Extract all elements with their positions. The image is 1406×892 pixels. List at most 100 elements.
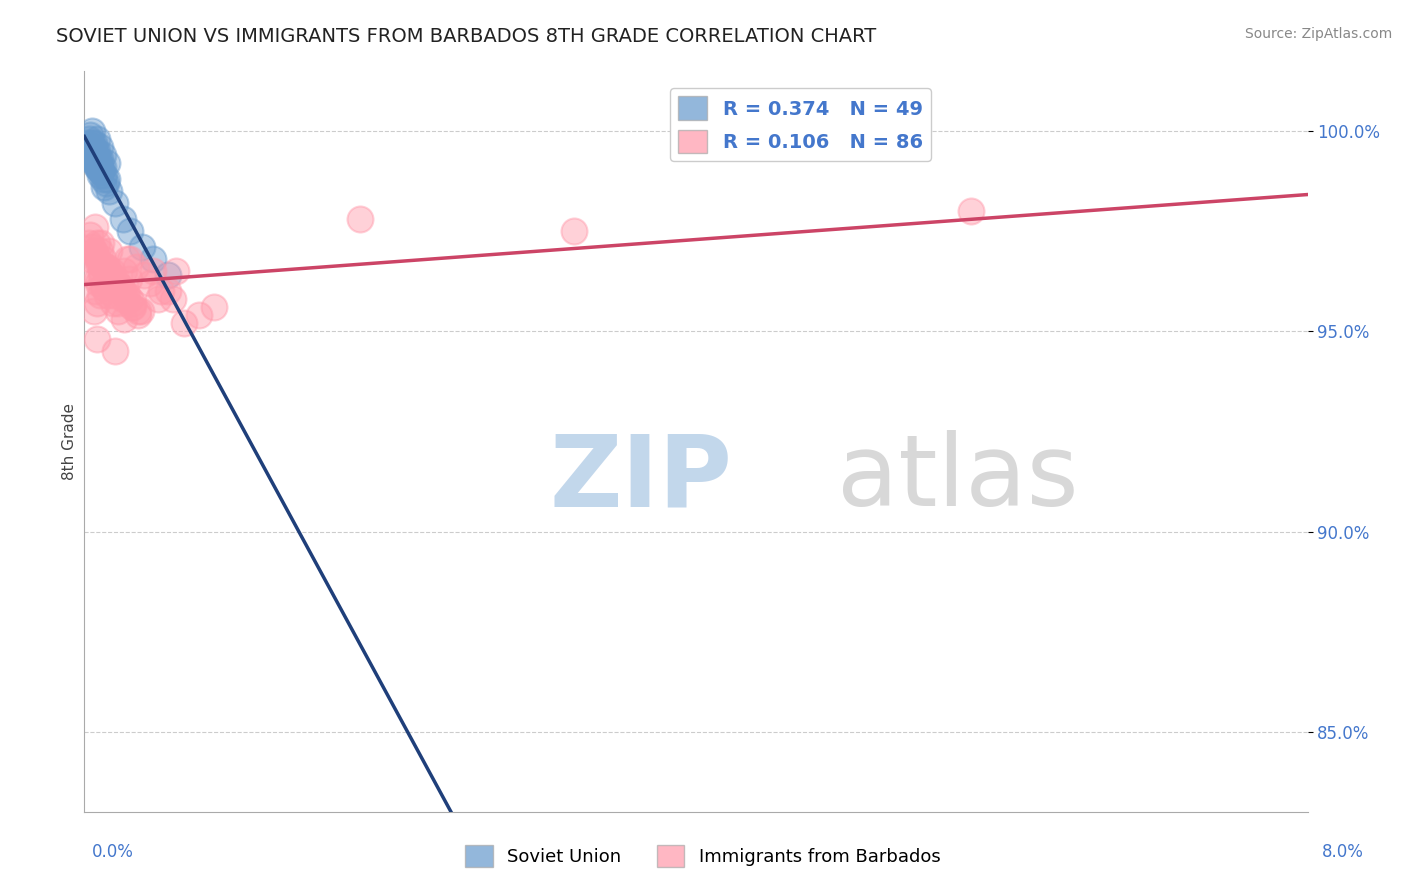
- Point: [165, 264, 187, 278]
- Point: [86, 272, 108, 286]
- Point: [101, 264, 124, 278]
- Point: [83, 153, 105, 167]
- Point: [114, 293, 136, 307]
- Legend: R = 0.374   N = 49, R = 0.106   N = 86: R = 0.374 N = 49, R = 0.106 N = 86: [671, 88, 931, 161]
- Point: [86, 333, 108, 347]
- Point: [80, 264, 103, 278]
- Point: [90, 164, 112, 178]
- Point: [83, 153, 105, 167]
- Point: [79, 252, 101, 267]
- Point: [84, 285, 107, 299]
- Point: [86, 236, 108, 251]
- Point: [84, 156, 107, 170]
- Point: [115, 288, 138, 302]
- Point: [121, 301, 143, 315]
- Text: 0.0%: 0.0%: [91, 843, 134, 861]
- Text: SOVIET UNION VS IMMIGRANTS FROM BARBADOS 8TH GRADE CORRELATION CHART: SOVIET UNION VS IMMIGRANTS FROM BARBADOS…: [56, 27, 876, 45]
- Point: [173, 317, 195, 331]
- Point: [90, 264, 112, 278]
- Point: [89, 153, 111, 167]
- Point: [125, 260, 148, 275]
- Y-axis label: 8th Grade: 8th Grade: [62, 403, 77, 480]
- Point: [79, 228, 101, 243]
- Text: atlas: atlas: [837, 430, 1078, 527]
- Point: [96, 260, 118, 275]
- Point: [80, 136, 103, 151]
- Point: [94, 272, 117, 286]
- Point: [80, 124, 103, 138]
- Point: [86, 145, 108, 159]
- Point: [107, 280, 129, 294]
- Point: [157, 285, 180, 299]
- Point: [97, 244, 120, 259]
- Point: [94, 260, 117, 275]
- Point: [80, 140, 103, 154]
- Point: [162, 293, 184, 307]
- Point: [90, 236, 112, 251]
- Point: [84, 220, 107, 235]
- Point: [149, 285, 172, 299]
- Point: [86, 161, 108, 175]
- Point: [120, 252, 142, 267]
- Point: [105, 272, 128, 286]
- Point: [142, 252, 165, 267]
- Point: [114, 288, 136, 302]
- Point: [157, 268, 180, 283]
- Point: [93, 180, 115, 194]
- Point: [91, 161, 114, 175]
- Point: [98, 268, 121, 283]
- Point: [188, 309, 211, 323]
- Point: [98, 268, 121, 283]
- Point: [202, 301, 225, 315]
- Point: [97, 272, 120, 286]
- Point: [101, 272, 124, 286]
- Point: [104, 196, 127, 211]
- Point: [122, 301, 145, 315]
- Point: [84, 148, 107, 162]
- Point: [90, 164, 112, 178]
- Point: [91, 148, 114, 162]
- Point: [132, 268, 155, 283]
- Point: [122, 296, 145, 310]
- Point: [107, 304, 129, 318]
- Point: [103, 288, 125, 302]
- Point: [142, 264, 165, 278]
- Point: [103, 296, 125, 310]
- Point: [87, 156, 110, 170]
- Point: [108, 285, 131, 299]
- Point: [104, 344, 127, 359]
- Point: [79, 145, 101, 159]
- Point: [77, 140, 100, 154]
- Point: [77, 132, 100, 146]
- Point: [98, 280, 121, 294]
- Text: ZIP: ZIP: [550, 430, 733, 527]
- Point: [86, 296, 108, 310]
- Point: [77, 236, 100, 251]
- Point: [83, 244, 105, 259]
- Point: [96, 156, 118, 170]
- Point: [89, 169, 111, 183]
- Text: Source: ZipAtlas.com: Source: ZipAtlas.com: [1244, 27, 1392, 41]
- Point: [127, 309, 149, 323]
- Point: [93, 260, 115, 275]
- Text: 8.0%: 8.0%: [1322, 843, 1364, 861]
- Point: [80, 140, 103, 154]
- Point: [129, 304, 152, 318]
- Point: [146, 293, 169, 307]
- Point: [91, 280, 114, 294]
- Point: [89, 244, 111, 259]
- Point: [127, 304, 149, 318]
- Point: [89, 164, 111, 178]
- Point: [86, 132, 108, 146]
- Point: [120, 293, 142, 307]
- Point: [84, 148, 107, 162]
- Point: [111, 212, 134, 227]
- Point: [89, 256, 111, 270]
- Point: [115, 252, 138, 267]
- Point: [118, 272, 141, 286]
- Point: [83, 244, 105, 259]
- Point: [97, 185, 120, 199]
- Point: [110, 280, 132, 294]
- Point: [94, 264, 117, 278]
- Point: [131, 240, 153, 254]
